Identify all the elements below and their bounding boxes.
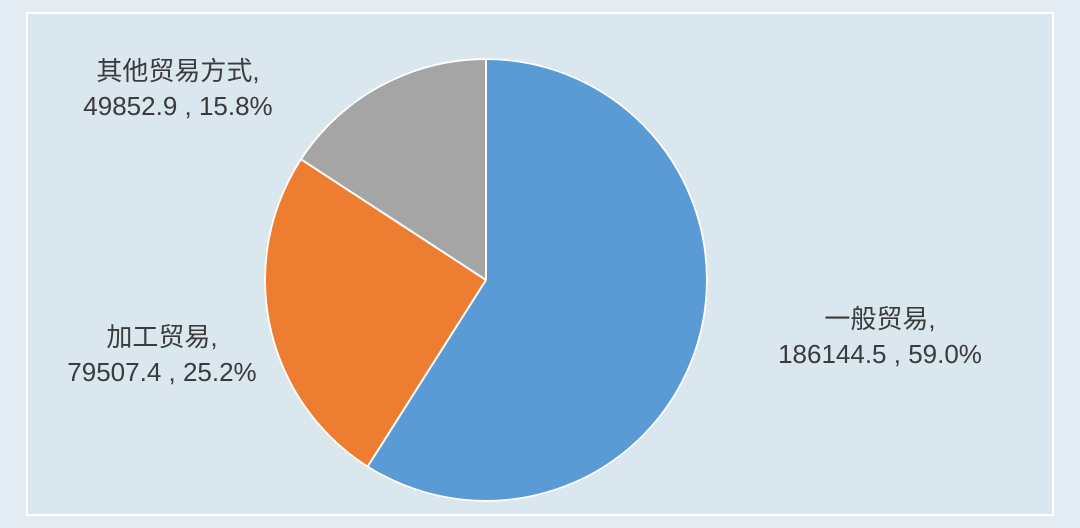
slice-label-line2: 186144.5 , 59.0% — [770, 337, 990, 372]
slice-label-line1: 其他贸易方式, — [58, 54, 298, 89]
slice-label-general: 一般贸易, 186144.5 , 59.0% — [770, 302, 990, 372]
slice-label-other: 其他贸易方式, 49852.9 , 15.8% — [58, 54, 298, 124]
slice-label-processing: 加工贸易, 79507.4 , 25.2% — [42, 320, 282, 390]
slice-label-line1: 加工贸易, — [42, 320, 282, 355]
slice-label-line2: 79507.4 , 25.2% — [42, 355, 282, 390]
slice-label-line2: 49852.9 , 15.8% — [58, 89, 298, 124]
pie-chart — [264, 58, 708, 502]
pie-slice-separators — [264, 58, 708, 502]
slice-label-line1: 一般贸易, — [770, 302, 990, 337]
chart-panel: 一般贸易, 186144.5 , 59.0% 加工贸易, 79507.4 , 2… — [0, 0, 1080, 528]
